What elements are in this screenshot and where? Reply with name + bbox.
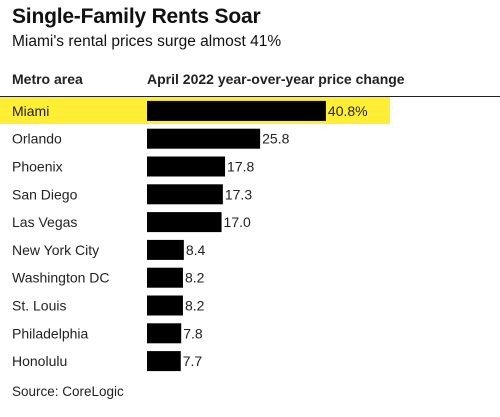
value-label: 17.0 xyxy=(224,214,251,230)
category-label: Phoenix xyxy=(12,159,63,175)
header-divider xyxy=(0,96,500,97)
metro-column-header: Metro area xyxy=(12,71,83,87)
bar xyxy=(147,295,183,316)
value-label: 25.8 xyxy=(262,131,289,147)
value-label: 8.2 xyxy=(185,270,205,286)
bar xyxy=(147,323,182,344)
bar xyxy=(147,267,183,288)
value-label: 7.7 xyxy=(183,353,203,369)
category-label: Honolulu xyxy=(12,353,67,369)
category-label: New York City xyxy=(12,242,99,258)
value-label: 7.8 xyxy=(183,325,203,341)
category-label: St. Louis xyxy=(12,298,66,314)
category-label: San Diego xyxy=(12,186,78,202)
value-label: 8.2 xyxy=(185,298,205,314)
change-column-header: April 2022 year-over-year price change xyxy=(147,71,405,87)
bar xyxy=(147,212,222,233)
chart-subtitle: Miami's rental prices surge almost 41% xyxy=(12,33,282,50)
bar xyxy=(147,184,223,205)
category-label: Philadelphia xyxy=(12,325,88,341)
bar xyxy=(147,128,261,149)
value-label: 17.8 xyxy=(227,159,254,175)
category-label: Las Vegas xyxy=(12,214,77,230)
category-label: Orlando xyxy=(12,131,62,147)
value-label: 8.4 xyxy=(186,242,206,258)
bar xyxy=(147,239,184,260)
bar xyxy=(147,351,181,372)
bar xyxy=(147,156,226,177)
value-label: 17.3 xyxy=(225,186,252,202)
category-label: Washington DC xyxy=(12,270,110,286)
highlight-band xyxy=(0,97,390,124)
source-note: Source: CoreLogic xyxy=(12,384,124,399)
chart-title: Single-Family Rents Soar xyxy=(12,5,261,28)
